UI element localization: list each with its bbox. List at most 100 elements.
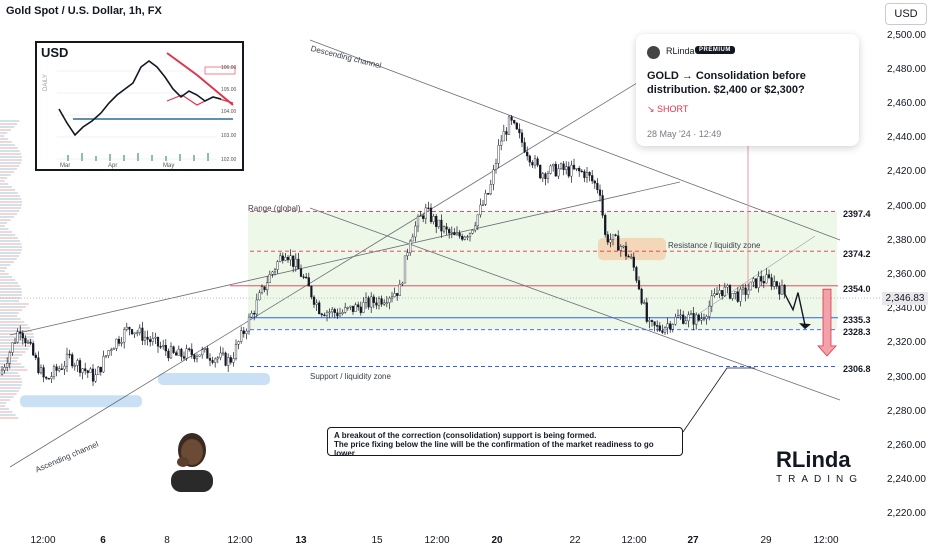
candle-body: [24, 337, 27, 344]
volume-profile-bar: [0, 408, 10, 410]
volume-profile-bar: [0, 321, 25, 323]
volume-profile-bar: [0, 165, 20, 167]
candle-body: [370, 296, 373, 308]
candle-body: [52, 366, 56, 377]
candle-body: [411, 236, 414, 242]
candle-body: [471, 229, 474, 234]
volume-profile-bar: [0, 345, 31, 347]
candle-body: [198, 354, 201, 357]
candle-body: [487, 193, 490, 195]
currency-button[interactable]: USD: [885, 3, 927, 25]
candle-body: [739, 288, 742, 302]
candle-body: [58, 368, 61, 371]
support-zone: [20, 395, 142, 408]
candle-body: [258, 292, 261, 301]
candle-body: [580, 170, 583, 173]
candle-body: [260, 286, 264, 293]
minor-trendline: [699, 235, 816, 314]
candle-body: [307, 277, 310, 287]
candle-body: [396, 293, 399, 296]
candle-body: [34, 354, 37, 358]
candle-body: [741, 287, 745, 290]
support-zone-label: Support / liquidity zone: [310, 372, 391, 381]
volume-profile-bar: [0, 177, 8, 179]
candle-body: [310, 285, 313, 298]
y-tick: 2,480.00: [887, 64, 926, 75]
candle-body: [721, 290, 724, 296]
volume-profile-bar: [0, 201, 22, 203]
y-tick: 2,380.00: [887, 235, 926, 246]
candle-body: [71, 354, 74, 367]
volume-profile-bar: [0, 186, 12, 188]
y-tick: 2,280.00: [887, 406, 926, 417]
resistance-zone: [598, 237, 666, 261]
candle-body: [167, 350, 170, 359]
candle-body: [390, 296, 394, 299]
candle-body: [45, 376, 48, 379]
candle-body: [518, 128, 521, 134]
candle-body: [354, 304, 357, 312]
candle-body: [637, 280, 641, 290]
level-label: 2397.4: [842, 209, 872, 219]
candle-body: [726, 285, 729, 288]
candle-body: [570, 164, 573, 177]
volume-profile-bar: [0, 396, 14, 398]
volume-profile-bar: [0, 282, 18, 284]
volume-profile-bar: [0, 225, 5, 227]
author-name[interactable]: RLinda: [666, 46, 695, 56]
volume-profile-bar: [0, 237, 18, 239]
volume-profile-bar: [0, 144, 15, 146]
volume-profile-bar: [0, 378, 22, 380]
y-tick: 2,460.00: [887, 98, 926, 109]
volume-profile-bar: [0, 150, 20, 152]
x-tick: 12:00: [813, 535, 839, 546]
dxy-inset-chart: USD DAILY Mar Apr May 106.00 105.00 104.…: [35, 41, 244, 171]
candle-body: [325, 311, 329, 316]
candle-body: [455, 232, 459, 236]
candle-body: [700, 318, 703, 321]
inset-title: USD: [41, 45, 69, 60]
candle-body: [676, 315, 680, 318]
level-label: 2335.3: [842, 315, 872, 325]
candle-body: [674, 316, 677, 325]
candle-body: [250, 313, 253, 318]
volume-profile-bar: [0, 297, 21, 299]
candle-body: [349, 305, 352, 308]
candle-body: [271, 271, 274, 275]
candle-body: [414, 225, 417, 238]
volume-profile-bar: [0, 246, 22, 248]
candle-body: [643, 302, 646, 304]
candle-body: [505, 131, 508, 135]
candle-body: [429, 207, 433, 222]
candle-body: [645, 302, 648, 322]
resistance-zone-label: Resistance / liquidity zone: [668, 241, 761, 250]
volume-profile-bar: [0, 318, 21, 320]
candle-body: [154, 336, 157, 339]
idea-title[interactable]: GOLD → Consolidation before distribution…: [647, 70, 806, 96]
candle-body: [604, 215, 607, 235]
inset-y-label: 105.00: [221, 87, 237, 93]
candle-body: [546, 173, 550, 179]
volume-profile-bar: [0, 279, 16, 281]
volume-profile-bar: [0, 198, 22, 200]
volume-profile-bar: [0, 159, 22, 161]
brand-logo: RLinda TRADING: [776, 447, 857, 485]
candle-body: [406, 252, 409, 257]
volume-profile-bar: [0, 213, 17, 215]
candle-body: [78, 360, 82, 373]
candle-body: [565, 166, 568, 170]
candle-body: [364, 297, 368, 303]
candle-body: [666, 323, 669, 328]
candle-body: [562, 163, 565, 170]
candle-body: [762, 281, 765, 284]
candle-body: [403, 255, 407, 284]
candle-body: [614, 234, 617, 237]
volume-profile-bar: [0, 372, 19, 374]
candle-body: [630, 256, 633, 259]
candle-body: [528, 155, 531, 163]
candle-body: [500, 140, 503, 146]
bearish-arrow: [817, 288, 837, 357]
idea-card[interactable]: RLinda PREMIUM GOLD → Consolidation befo…: [636, 34, 859, 146]
